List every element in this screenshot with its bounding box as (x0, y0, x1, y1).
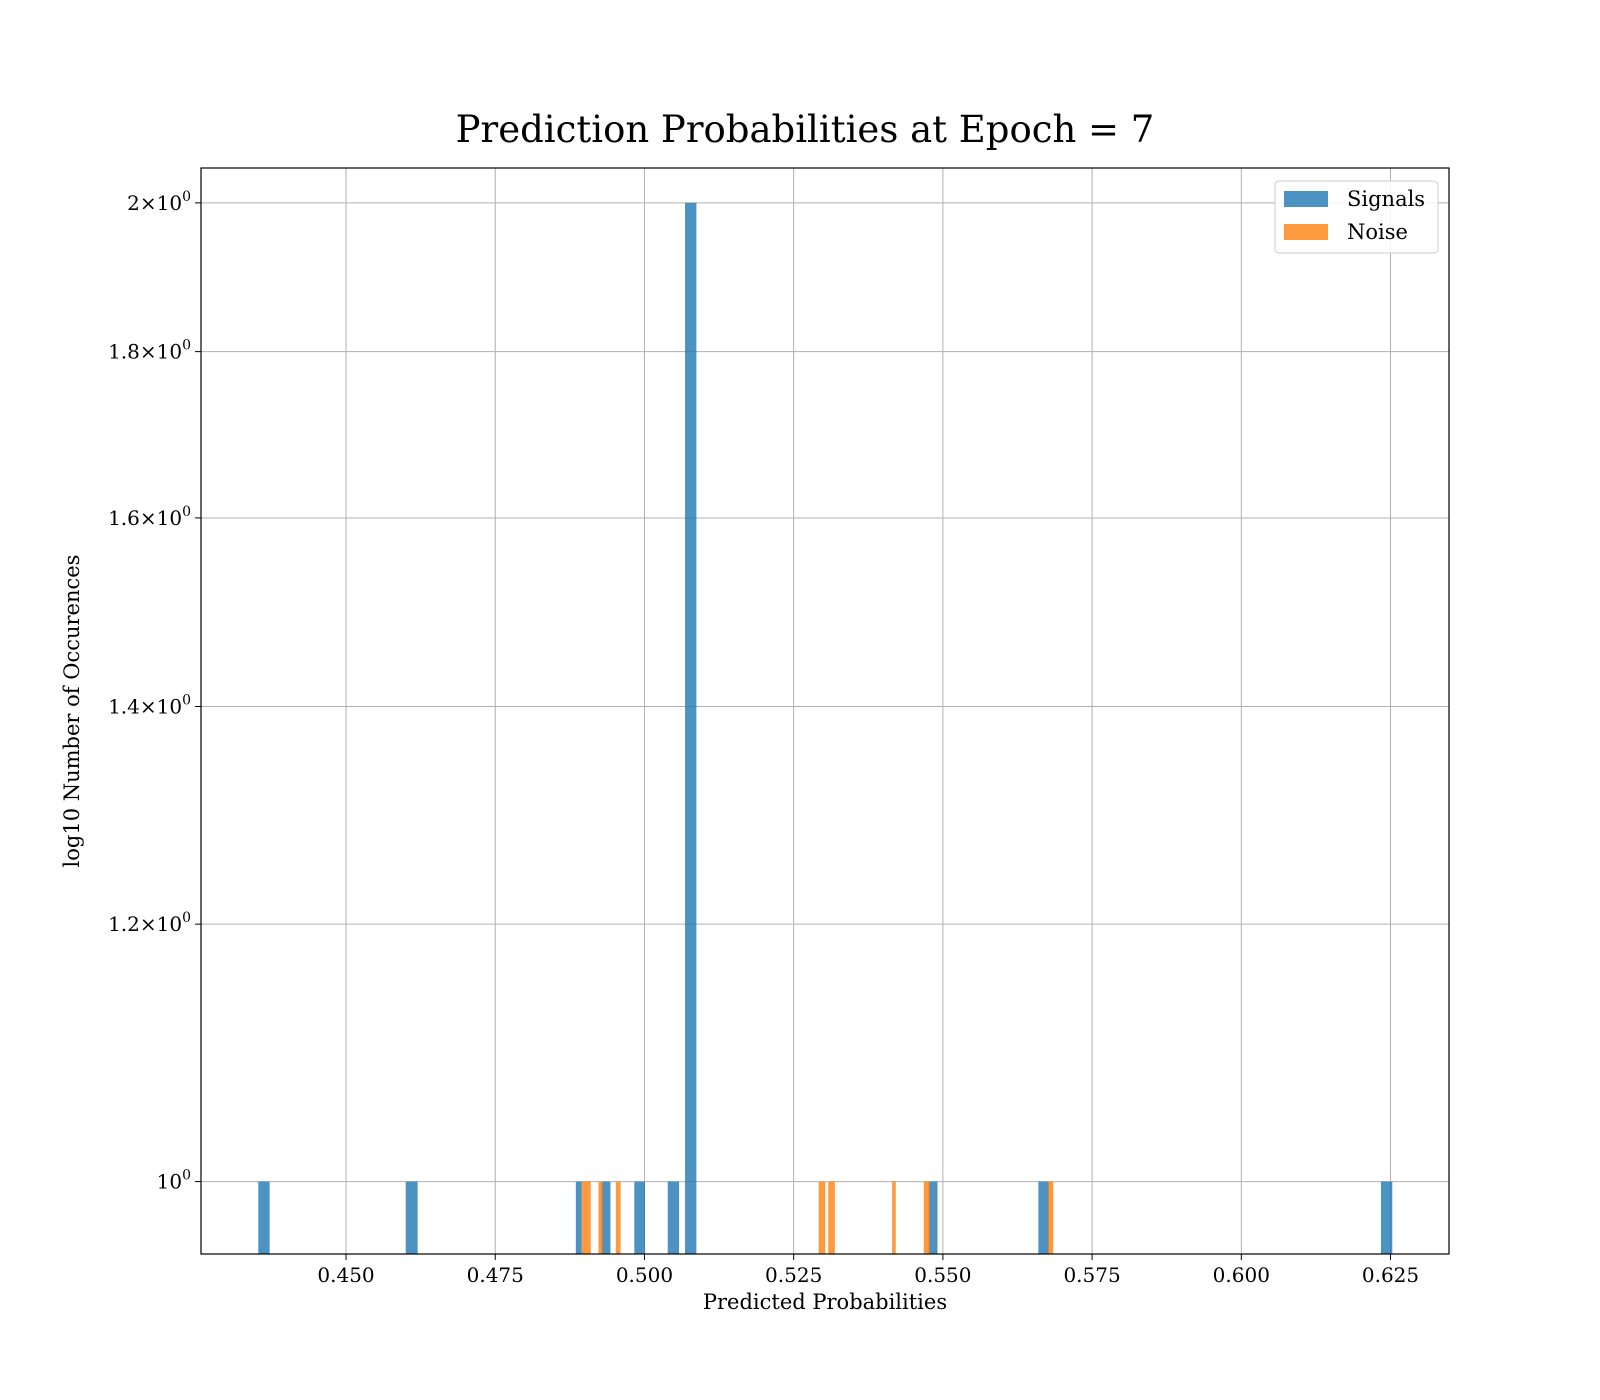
x-tick-label: 0.450 (317, 1263, 374, 1287)
bar-noise (1047, 1181, 1054, 1254)
histogram-bars (258, 202, 1393, 1254)
bar-noise (598, 1181, 603, 1254)
bar-signals (258, 1181, 270, 1254)
bar-signals (1380, 1181, 1393, 1254)
bar-signals (685, 202, 697, 1254)
y-tick-label: 100 (157, 1168, 191, 1194)
legend-label-noise: Noise (1347, 220, 1408, 244)
bar-noise (828, 1181, 835, 1254)
y-tick-label: 1.2×100 (108, 910, 191, 936)
y-axis-ticks: 100 1.2×100 1.4×100 1.6×100 1.8×100 2×100 (108, 189, 201, 1194)
y-tick-label: 2×100 (127, 189, 191, 215)
legend-label-signals: Signals (1347, 187, 1425, 211)
bar-noise (892, 1181, 896, 1254)
x-axis-label: Predicted Probabilities (703, 1290, 947, 1314)
legend-swatch-noise (1284, 224, 1328, 240)
x-axis-ticks: 0.450 0.475 0.500 0.525 0.550 0.575 0.600 0.625 (317, 1254, 1419, 1287)
x-tick-label: 0.500 (616, 1263, 673, 1287)
bar-noise (581, 1181, 591, 1254)
y-tick-label: 1.8×100 (108, 338, 191, 364)
y-axis-label: log10 Number of Occurences (60, 555, 84, 868)
bar-signals (667, 1181, 680, 1254)
bar-signals (575, 1181, 582, 1254)
y-tick-label: 1.6×100 (108, 504, 191, 530)
x-tick-label: 0.625 (1362, 1263, 1419, 1287)
x-tick-label: 0.600 (1213, 1263, 1270, 1287)
x-tick-label: 0.475 (467, 1263, 524, 1287)
bar-signals (928, 1181, 938, 1254)
legend: Signals Noise (1274, 180, 1439, 254)
bar-signals (1038, 1181, 1050, 1254)
legend-swatch-signals (1284, 191, 1328, 207)
x-tick-label: 0.575 (1063, 1263, 1120, 1287)
grid-lines (201, 168, 1449, 1254)
bar-signals (601, 1181, 611, 1254)
bar-signals (405, 1181, 418, 1254)
y-tick-label: 1.4×100 (108, 692, 191, 718)
x-tick-label: 0.550 (914, 1263, 971, 1287)
bar-noise (923, 1181, 930, 1254)
plot-area-frame (200, 167, 1450, 1255)
bar-signals (634, 1181, 646, 1254)
chart-title: Prediction Probabilities at Epoch = 7 (456, 108, 1155, 151)
x-tick-label: 0.525 (765, 1263, 822, 1287)
bar-noise (818, 1181, 826, 1254)
bar-noise (615, 1181, 621, 1254)
